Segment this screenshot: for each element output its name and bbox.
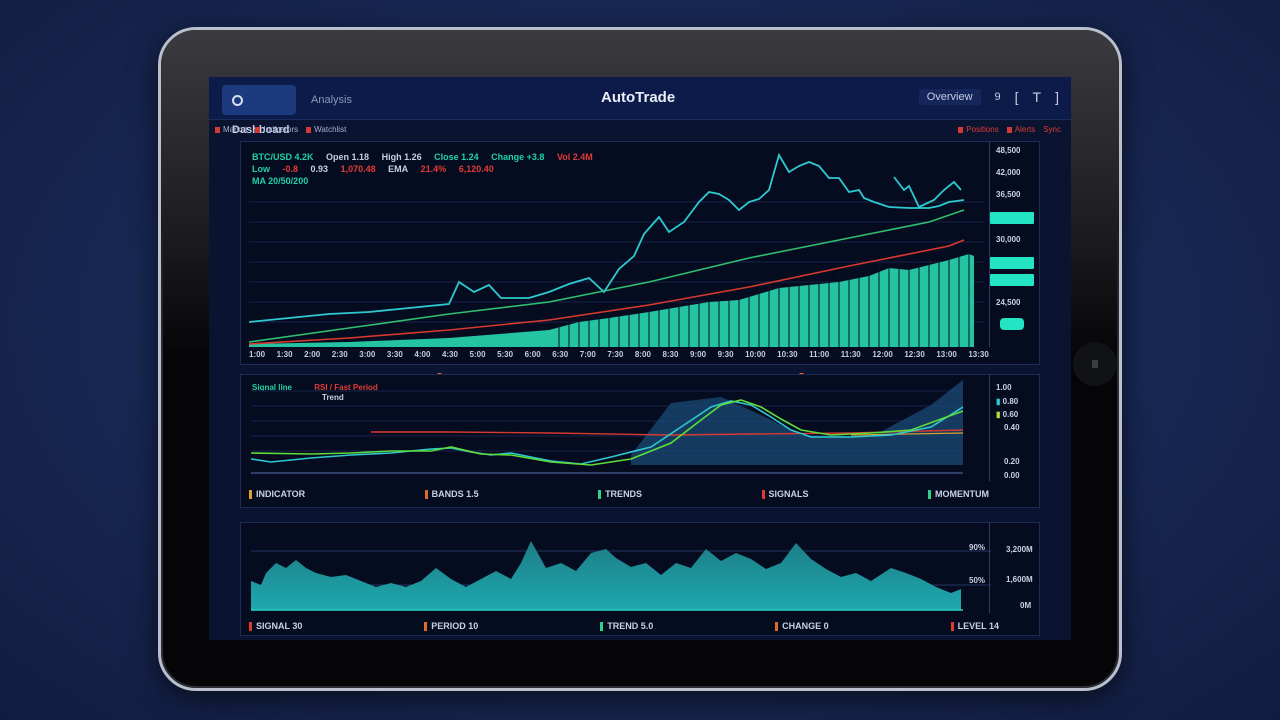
price-y-axis: 48,500 42,000 36,500 30,000 24,500 [989,142,1038,347]
subbar-item-positions[interactable]: Positions [958,125,999,134]
price-tag-button[interactable] [1000,318,1024,330]
tab-analysis[interactable]: Analysis [311,94,352,106]
volume-y-axis: 3,200M 1,600M 0M [989,523,1038,613]
oscillator-legend-top: Signal line RSI / Fast Period Trend [252,383,378,402]
count-badge: 9 [994,91,1001,103]
subbar-item-sync[interactable]: Sync [1043,125,1061,134]
oscillator-y-axis: 1.00 ▮ 0.80 ▮ 0.60 0.40 0.20 0.00 [989,375,1038,481]
volume-area-chart[interactable]: 90% 50% [251,523,991,613]
app-title: AutoTrade [601,89,676,106]
price-chart[interactable] [249,142,984,349]
time-axis: 1:00 1:30 2:00 2:30 3:00 3:30 4:00 4:30 5:00 5… [249,350,989,359]
camera-icon [1073,342,1117,386]
bar-icon[interactable]: T [1032,89,1042,105]
dashboard-screen: Dashboard Analysis AutoTrade Overview 9 … [209,77,1071,640]
subbar-item-indicators[interactable]: Indicators [255,125,298,134]
circle-icon [232,94,243,106]
header-controls: Overview 9 [ T ] [918,89,1059,105]
svg-text:90%: 90% [969,543,985,552]
subbar-item-alerts[interactable]: Alerts [1006,125,1035,134]
legend-item[interactable]: INDICATOR [249,489,305,499]
oscillator-legend: INDICATOR BANDS 1.5 TRENDS SIGNALS MOMEN… [249,489,989,499]
price-stats: BTC/USD 4.2K Open 1.18 High 1.26 Close 1… [252,152,593,186]
svg-text:50%: 50% [969,576,985,585]
bracket-right-icon[interactable]: ] [1055,89,1059,105]
oscillator-panel: Signal line RSI / Fast Period Trend 1.00… [240,374,1040,508]
price-highlight [990,257,1034,269]
overview-button[interactable]: Overview [918,89,981,105]
bracket-left-icon[interactable]: [ [1014,89,1019,105]
oscillator-chart[interactable] [251,375,963,481]
tab-dashboard[interactable]: Dashboard [222,85,296,136]
volume-panel: 90% 50% 3,200M 1,600M 0M SIGNAL 30 PERIO… [240,522,1040,636]
legend-item[interactable]: LEVEL 14 [950,621,999,631]
volume-bars [249,254,974,347]
legend-item[interactable]: SIGNALS [761,489,809,499]
legend-item[interactable]: MOMENTUM [927,489,989,499]
price-highlight [990,274,1034,286]
subbar-item-watchlist[interactable]: Watchlist [306,125,346,134]
subbar-item-market[interactable]: Market [215,125,247,134]
legend-item[interactable]: TREND 5.0 [600,621,653,631]
legend-item[interactable]: BANDS 1.5 [424,489,479,499]
price-chart-panel: BTC/USD 4.2K Open 1.18 High 1.26 Close 1… [240,141,1040,365]
current-price-highlight [990,212,1034,224]
volume-legend: SIGNAL 30 PERIOD 10 TREND 5.0 CHANGE 0 L… [249,621,999,631]
legend-item[interactable]: PERIOD 10 [424,621,478,631]
sub-toolbar: Market Indicators Watchlist Positions Al… [209,121,1071,139]
legend-item[interactable]: CHANGE 0 [775,621,829,631]
legend-item[interactable]: SIGNAL 30 [249,621,302,631]
top-navigation: Dashboard Analysis AutoTrade Overview 9 … [209,77,1071,136]
legend-item[interactable]: TRENDS [598,489,642,499]
